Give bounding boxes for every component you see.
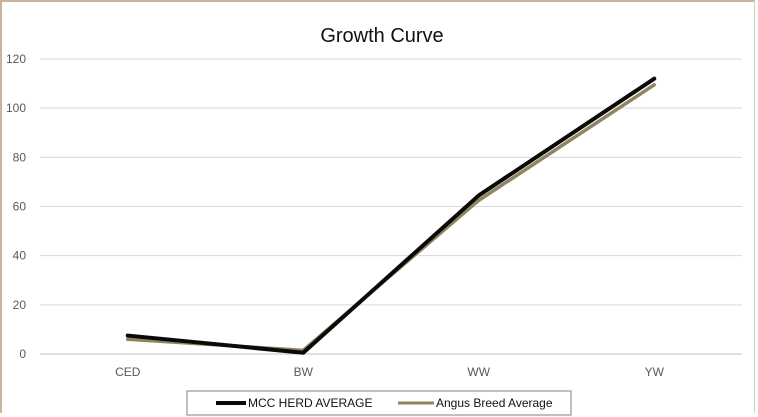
legend: MCC HERD AVERAGE Angus Breed Average (187, 391, 571, 415)
x-tick-label: BW (294, 365, 314, 379)
legend-label: MCC HERD AVERAGE (248, 396, 372, 410)
chart-title: Growth Curve (320, 25, 443, 47)
y-tick-label: 80 (13, 150, 27, 164)
y-tick-label: 60 (13, 200, 27, 214)
gridlines (40, 59, 742, 354)
series-lines (128, 79, 655, 353)
y-tick-label: 120 (6, 52, 26, 66)
x-tick-label: YW (645, 365, 665, 379)
x-axis-ticks: CED BW WW YW (115, 365, 665, 379)
y-tick-label: 0 (19, 347, 26, 361)
y-axis-ticks: 0 20 40 60 80 100 120 (6, 52, 26, 361)
y-tick-label: 20 (13, 298, 27, 312)
legend-label: Angus Breed Average (436, 396, 553, 410)
x-tick-label: CED (115, 365, 141, 379)
y-tick-label: 100 (6, 101, 26, 115)
x-tick-label: WW (467, 365, 490, 379)
series-line-mcc-herd-average (128, 79, 655, 353)
y-tick-label: 40 (13, 249, 27, 263)
series-line-angus-breed-average (128, 85, 655, 351)
